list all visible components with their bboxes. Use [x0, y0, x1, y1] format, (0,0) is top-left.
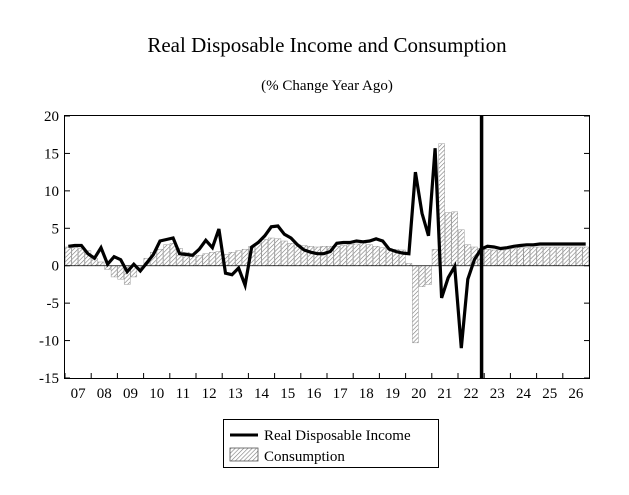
consumption-bar: [451, 211, 458, 266]
x-tick-label: 07: [71, 386, 87, 402]
real-disposable-income-line: [68, 148, 586, 349]
consumption-bar: [575, 246, 583, 266]
x-tick-label: 14: [254, 386, 270, 402]
consumption-bar: [196, 254, 203, 266]
consumption-bar: [163, 244, 170, 266]
consumption-bar: [425, 265, 432, 285]
y-tick-label: 5: [52, 221, 60, 237]
x-tick-label: 15: [280, 386, 295, 402]
consumption-bar: [274, 238, 282, 266]
legend-label-consumption: Consumption: [264, 449, 345, 465]
consumption-bar: [510, 248, 517, 266]
x-tick-label: 10: [149, 386, 164, 402]
consumption-bar: [202, 253, 210, 266]
y-axis: 20 15 10 5 0 -5 -10 -15: [39, 109, 589, 387]
consumption-bar: [543, 246, 550, 266]
consumption-bar: [484, 248, 491, 266]
x-tick-label: 11: [176, 386, 190, 402]
x-tick-label: 12: [202, 386, 217, 402]
consumption-bar: [444, 212, 452, 266]
consumption-bar: [320, 246, 327, 266]
chart-subtitle: (% Change Year Ago): [261, 78, 393, 94]
consumption-bar: [431, 248, 439, 266]
consumption-bar: [268, 237, 275, 266]
x-tick-label: 16: [306, 386, 322, 402]
consumption-bar: [562, 246, 570, 266]
legend-swatch-consumption: [229, 447, 259, 462]
consumption-bar: [569, 246, 576, 266]
x-tick-label: 26: [568, 386, 584, 402]
consumption-bar: [516, 247, 524, 266]
consumption-bar: [65, 246, 72, 266]
x-tick-label: 17: [333, 386, 349, 402]
consumption-bar: [307, 246, 314, 266]
x-tick-label: 24: [516, 386, 532, 402]
consumption-bar: [71, 247, 79, 266]
y-tick-label: 0: [52, 259, 60, 275]
consumption-bar: [530, 246, 537, 266]
consumption-bar: [346, 244, 354, 266]
y-tick-label: -5: [47, 296, 60, 312]
y-tick-label: 20: [44, 109, 59, 125]
consumption-bar: [281, 240, 288, 266]
x-axis: 07 08 09 10 11 12 13 14 15 16 17 18 19 20 21 22 23 24 25 26: [64, 373, 584, 402]
consumption-bar: [78, 248, 85, 266]
consumption-bar: [313, 246, 321, 266]
legend-label-income: Real Disposable Income: [264, 428, 411, 444]
consumption-bar: [556, 246, 563, 266]
consumption-bar: [261, 239, 269, 266]
consumption-bar: [353, 243, 360, 266]
consumption-bar: [490, 249, 498, 266]
x-tick-label: 23: [490, 386, 505, 402]
consumption-bar: [497, 249, 504, 266]
legend: Real Disposable Income Consumption: [223, 419, 439, 468]
consumption-bar: [241, 248, 249, 266]
y-tick-label: -10: [39, 334, 59, 350]
x-tick-label: 09: [123, 386, 138, 402]
x-tick-label: 18: [359, 386, 374, 402]
consumption-bar: [110, 265, 118, 278]
consumption-bar: [366, 244, 373, 266]
consumption-bar: [582, 246, 589, 266]
consumption-bar: [156, 248, 164, 266]
x-tick-label: 22: [464, 386, 479, 402]
y-tick-label: 10: [44, 184, 59, 200]
x-tick-label: 25: [542, 386, 557, 402]
y-tick-label: 15: [44, 146, 59, 162]
y-tick-label: -15: [39, 371, 59, 387]
consumption-bar: [340, 245, 347, 266]
consumption-bar: [209, 251, 216, 266]
consumption-bar: [117, 265, 124, 280]
consumption-bar: [97, 261, 105, 266]
consumption-bar: [503, 248, 511, 266]
consumption-bar: [549, 246, 557, 266]
x-tick-label: 20: [411, 386, 426, 402]
consumption-bars: [65, 143, 589, 344]
consumption-bar: [523, 247, 531, 266]
x-tick-label: 19: [385, 386, 400, 402]
x-tick-label: 08: [97, 386, 112, 402]
legend-box: [223, 419, 439, 468]
chart-title: Real Disposable Income and Consumption: [147, 33, 507, 57]
consumption-bar: [287, 243, 295, 266]
consumption-bar: [189, 256, 196, 266]
consumption-bar: [359, 243, 367, 266]
consumption-bar: [418, 265, 426, 287]
consumption-bar: [379, 247, 386, 266]
x-tick-label: 21: [437, 386, 452, 402]
x-tick-label: 13: [228, 386, 243, 402]
consumption-bar: [372, 246, 380, 266]
consumption-bar: [235, 250, 242, 266]
plot-frame: [64, 115, 590, 379]
consumption-bar: [333, 246, 341, 266]
consumption-bar: [464, 244, 472, 266]
consumption-bar: [254, 243, 262, 266]
consumption-bar: [412, 265, 419, 344]
consumption-bar: [458, 229, 465, 266]
consumption-bar: [228, 251, 236, 266]
consumption-bar: [536, 246, 544, 266]
